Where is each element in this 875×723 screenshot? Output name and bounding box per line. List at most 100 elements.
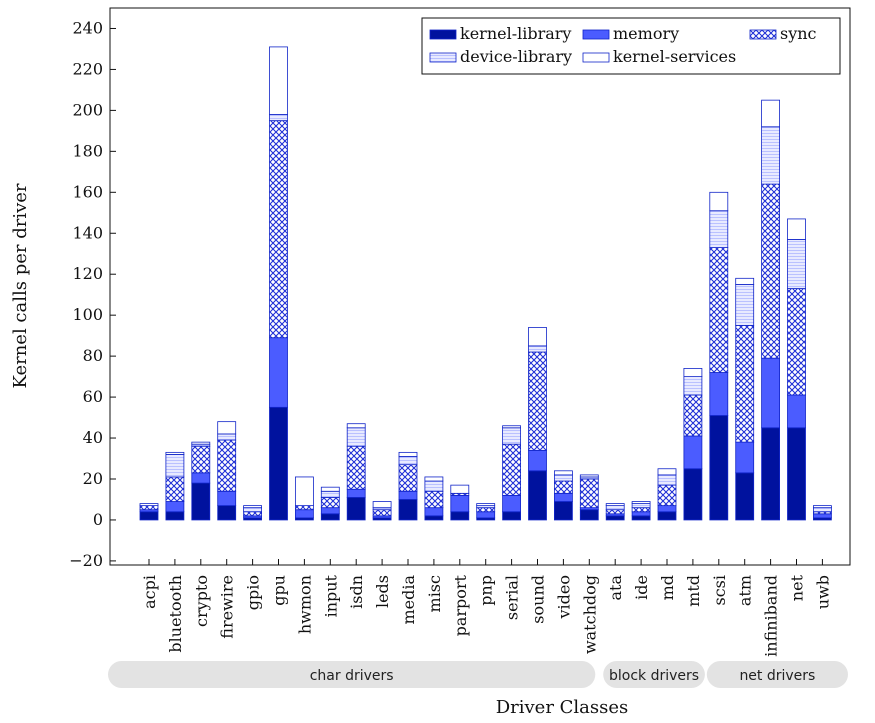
- bar-memory-md: [657, 505, 677, 513]
- bar-memory-misc: [424, 507, 444, 517]
- bar-sync-net: [787, 288, 806, 396]
- bar-kernel-library-watchdog: [579, 509, 599, 521]
- bar-device-library-infiniband: [761, 126, 780, 185]
- bar-kernel-library-media: [398, 499, 418, 521]
- bar-device-library-misc: [424, 480, 444, 492]
- bar-sync-infiniband: [761, 183, 780, 359]
- bar-sync-misc: [424, 490, 444, 509]
- bar-memory-crypto: [191, 472, 211, 484]
- bar-sync-bluetooth: [165, 476, 185, 502]
- bar-sync-firewire: [217, 439, 237, 492]
- bar-sync-media: [398, 464, 418, 492]
- bar-memory-hwmon: [294, 509, 314, 519]
- bar-device-library-atm: [735, 284, 755, 326]
- bar-sync-crypto: [191, 445, 211, 474]
- x-tick-label-isdn: isdn: [347, 575, 366, 609]
- bar-kernel-services-uwb: [813, 505, 832, 509]
- bar-sync-mtd: [683, 394, 703, 437]
- bar-memory-serial: [502, 494, 522, 513]
- bar-kernel-library-crypto: [191, 482, 211, 521]
- bar-kernel-services-mtd: [683, 368, 703, 378]
- bar-memory-mtd: [683, 435, 703, 470]
- bar-kernel-services-leds: [372, 501, 392, 509]
- bar-kernel-services-media: [398, 451, 418, 457]
- bar-kernel-services-pnp: [476, 503, 496, 507]
- bar-kernel-services-acpi: [139, 503, 159, 507]
- y-tick-label: 100: [72, 305, 103, 324]
- y-tick-label: 140: [72, 223, 103, 242]
- bar-memory-isdn: [346, 488, 366, 498]
- y-tick-label: 160: [72, 182, 103, 201]
- bar-kernel-services-parport: [450, 484, 470, 494]
- bar-device-library-ide: [631, 503, 651, 509]
- bar-memory-infiniband: [761, 357, 780, 429]
- x-tick-label-pnp: pnp: [477, 575, 496, 606]
- bar-sync-hwmon: [294, 505, 314, 511]
- x-tick-label-atm: atm: [736, 575, 755, 606]
- bar-kernel-services-net: [787, 218, 806, 240]
- bar-kernel-library-bluetooth: [165, 511, 185, 521]
- bar-memory-gpu: [269, 337, 288, 408]
- legend-label-memory: memory: [613, 24, 679, 43]
- bar-kernel-library-infiniband: [761, 427, 780, 521]
- x-tick-label-crypto: crypto: [192, 575, 211, 627]
- bar-kernel-services-bluetooth: [165, 451, 185, 455]
- y-tick-label: 220: [72, 59, 103, 78]
- bar-memory-media: [398, 490, 418, 500]
- x-tick-label-sound: sound: [529, 575, 548, 624]
- bar-sync-gpu: [269, 120, 288, 339]
- bar-memory-ide: [631, 511, 651, 517]
- bar-sync-scsi: [709, 247, 729, 373]
- bar-kernel-library-gpu: [269, 406, 288, 521]
- bar-kernel-library-serial: [502, 511, 522, 521]
- bar-kernel-services-isdn: [346, 423, 366, 429]
- bar-kernel-library-scsi: [709, 415, 729, 521]
- x-tick-label-scsi: scsi: [710, 575, 729, 606]
- x-tick-label-hwmon: hwmon: [295, 575, 314, 634]
- y-tick-label: 60: [83, 387, 103, 406]
- x-tick-label-ata: ata: [606, 575, 625, 601]
- x-tick-label-net: net: [788, 574, 807, 601]
- bar-kernel-library-isdn: [346, 497, 366, 521]
- bar-kernel-library-net: [787, 427, 806, 521]
- bar-memory-video: [554, 492, 573, 502]
- bar-kernel-services-md: [657, 468, 677, 476]
- bar-kernel-library-mtd: [683, 468, 703, 521]
- x-axis-ticks: acpi bluetooth crypto firewire gpio gpu hwmon i…: [140, 559, 832, 657]
- bar-device-library-uwb: [813, 507, 832, 513]
- bar-kernel-services-crypto: [191, 441, 211, 445]
- x-tick-label-video: video: [554, 575, 573, 620]
- bar-kernel-library-md: [657, 511, 677, 521]
- legend-label-kernel-library: kernel-library: [460, 24, 571, 43]
- bar-sync-leds: [372, 509, 392, 517]
- bars: [139, 46, 832, 521]
- y-axis-ticks: −20 0 20 40 60 80 100 120 140 160 180 200 220 240: [69, 18, 116, 570]
- bar-device-library-scsi: [709, 210, 729, 248]
- legend-swatch-memory: [582, 29, 610, 40]
- bar-kernel-library-sound: [528, 470, 547, 521]
- bar-device-library-sound: [528, 345, 547, 353]
- bar-sync-sound: [528, 351, 547, 451]
- bar-sync-input: [320, 497, 340, 509]
- x-axis-title: Driver Classes: [496, 697, 629, 718]
- group-pill-net-drivers: [706, 661, 848, 688]
- group-pill-char-drivers: [108, 661, 596, 688]
- x-tick-label-leds: leds: [373, 575, 392, 608]
- bar-sync-isdn: [346, 445, 366, 490]
- legend: kernel-library memory sync device-library ke…: [421, 17, 841, 75]
- bar-memory-pnp: [476, 511, 496, 519]
- bar-memory-uwb: [813, 513, 832, 519]
- legend-swatch-kernel-services: [582, 52, 610, 63]
- bar-memory-bluetooth: [165, 501, 185, 513]
- bar-sync-gpio: [243, 511, 263, 517]
- bar-sync-video: [554, 480, 573, 494]
- bar-kernel-services-input: [320, 486, 340, 492]
- bar-sync-md: [657, 484, 677, 507]
- bar-device-library-serial: [502, 427, 522, 445]
- bar-kernel-services-ata: [605, 503, 625, 507]
- x-tick-label-misc: misc: [425, 575, 444, 613]
- legend-swatch-kernel-library: [429, 29, 457, 40]
- bar-device-library-ata: [605, 505, 625, 511]
- bar-kernel-library-parport: [450, 511, 470, 521]
